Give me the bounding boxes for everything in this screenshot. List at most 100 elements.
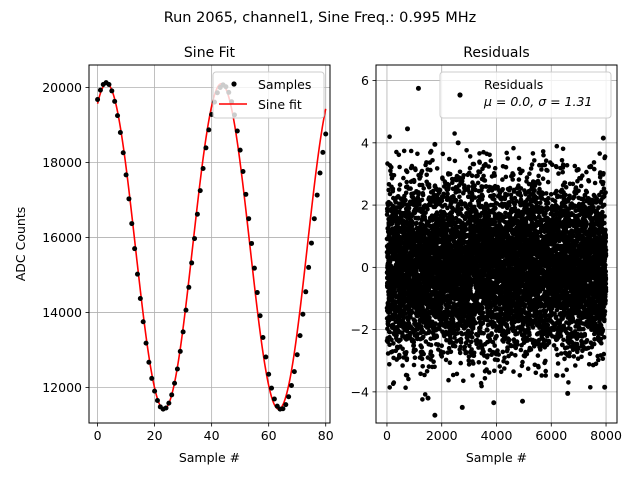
residual-point [406, 209, 411, 214]
residual-point [404, 350, 409, 355]
residual-point [457, 188, 462, 194]
residual-point [469, 330, 475, 336]
residual-point [513, 353, 518, 358]
sample-point [294, 352, 300, 358]
residual-point [511, 369, 516, 374]
sine-fit-x-tick-label: 60 [261, 428, 277, 443]
sample-point [260, 335, 266, 341]
residual-point [387, 329, 393, 335]
residual-point [452, 158, 458, 164]
legend-sine-fit-label: Sine fit [258, 97, 302, 112]
sample-point [137, 296, 143, 302]
residual-point [439, 305, 444, 311]
residual-point [452, 131, 457, 136]
residual-point [425, 207, 430, 212]
residual-point [492, 165, 498, 171]
residual-point [445, 191, 450, 197]
residual-point [505, 347, 510, 352]
residual-point [515, 342, 520, 347]
sample-point [206, 127, 212, 133]
sample-point [203, 145, 209, 151]
residual-point [505, 156, 511, 161]
legend-samples-label: Samples [258, 77, 311, 92]
residual-point [411, 339, 417, 345]
residual-point [447, 171, 453, 177]
residual-point [496, 352, 502, 357]
sample-point [169, 392, 175, 398]
sample-point [194, 211, 200, 217]
residual-point [468, 339, 474, 345]
sine-fit-x-ticks: 0 20 40 60 80 [94, 423, 334, 443]
sample-point [97, 87, 103, 93]
residual-point [414, 220, 419, 226]
residual-point [412, 240, 417, 245]
sine-fit-x-tick-label: 20 [147, 428, 163, 443]
residual-point [446, 377, 451, 383]
residual-point [481, 349, 486, 355]
residual-point [392, 290, 398, 295]
residual-point [421, 186, 427, 191]
residual-point [437, 187, 443, 193]
sample-point [112, 98, 118, 104]
residual-point [387, 191, 393, 197]
residual-point [480, 305, 485, 311]
residual-point [462, 344, 468, 350]
sample-point [286, 394, 292, 400]
residual-point [412, 318, 418, 324]
residual-point [467, 165, 473, 171]
residual-point [469, 173, 475, 178]
residual-point [397, 354, 402, 360]
sample-point [95, 96, 101, 102]
sample-point [149, 375, 155, 381]
sample-point [288, 383, 294, 389]
residual-point [461, 173, 466, 178]
residual-point [411, 179, 417, 185]
residual-point [492, 368, 497, 374]
residual-point [489, 331, 494, 336]
residual-point [503, 164, 509, 170]
residual-point [467, 154, 473, 159]
residual-point [488, 158, 494, 163]
sample-point [280, 406, 286, 412]
residual-point [387, 385, 393, 390]
residual-point [404, 169, 410, 175]
residual-point [384, 212, 390, 217]
residual-point [473, 320, 479, 326]
residual-point [500, 187, 506, 192]
residual-point [416, 215, 421, 221]
sample-point [152, 388, 158, 394]
sine-fit-panel: Sine Fit 0 20 40 60 80 120001400016000180002… [13, 45, 334, 465]
residual-point [434, 334, 440, 340]
residual-point [480, 193, 486, 199]
residual-point [482, 360, 487, 366]
sample-point [177, 348, 183, 354]
sample-point [263, 354, 269, 360]
sample-point [297, 333, 303, 339]
sine-fit-plot-area [95, 80, 329, 412]
sample-point [143, 340, 149, 346]
sine-fit-x-tick-label: 40 [204, 428, 220, 443]
residual-point [391, 173, 397, 178]
sample-point [243, 191, 249, 197]
residual-point [404, 356, 410, 361]
residual-point [510, 177, 515, 182]
residual-point [516, 155, 522, 161]
sample-point [300, 311, 306, 317]
residual-point [404, 373, 410, 378]
residual-point [396, 187, 402, 192]
residual-point [492, 343, 498, 348]
sample-point [134, 271, 140, 277]
residual-point [472, 195, 478, 200]
residuals-title: Residuals [463, 45, 529, 61]
sample-point [180, 329, 186, 335]
residual-point [400, 363, 405, 368]
residual-point [426, 184, 432, 190]
residual-point [420, 192, 426, 198]
sample-point [249, 240, 255, 246]
sine-fit-x-tick-label: 80 [318, 428, 334, 443]
residual-point [447, 360, 453, 366]
sample-point [234, 128, 240, 134]
sine-fit-y-tick-label: 14000 [42, 305, 82, 320]
sample-point [120, 150, 126, 156]
